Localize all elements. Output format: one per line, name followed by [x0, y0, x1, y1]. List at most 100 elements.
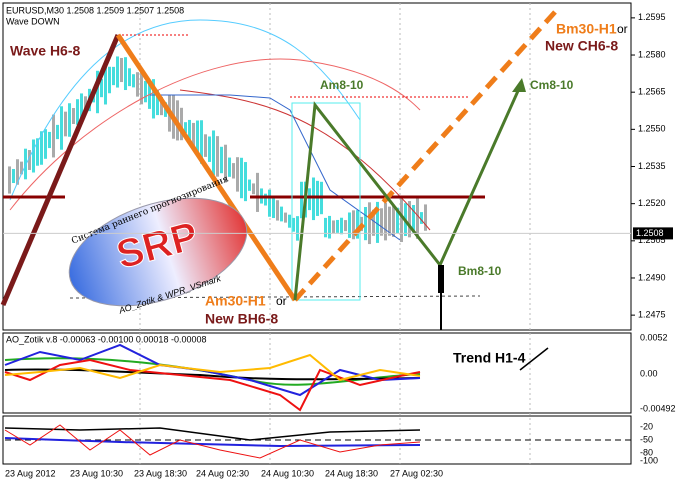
price-bar [28, 150, 31, 170]
current-price-label: 1.2508 [636, 228, 664, 238]
x-tick-label: 23 Aug 18:30 [134, 468, 187, 478]
price-bar [208, 136, 211, 162]
price-bar [116, 56, 119, 88]
price-bar [280, 206, 283, 222]
price-bar [300, 181, 303, 219]
price-bar [96, 70, 99, 114]
price-bar [256, 172, 259, 212]
price-bar [232, 163, 235, 179]
price-bar [296, 216, 299, 241]
price-bar [348, 212, 351, 238]
y-tick-label: 1.2595 [638, 12, 666, 22]
ao-lines [4, 343, 421, 412]
price-bar [16, 159, 19, 185]
price-bar [352, 210, 355, 240]
price-bar [180, 107, 183, 141]
price-bar [364, 207, 367, 241]
price-bar [200, 120, 203, 164]
price-bar [220, 146, 223, 174]
annotation: Bm8-10 [458, 264, 502, 278]
y-tick-label: 1.2520 [638, 198, 666, 208]
price-bar [288, 214, 291, 228]
annotation: New BH6-8 [205, 311, 278, 327]
price-bar [32, 139, 35, 173]
price-bar [384, 202, 387, 241]
price-bar [212, 130, 215, 176]
price-bar [408, 201, 411, 238]
price-bar [160, 96, 163, 116]
price-bar [204, 134, 207, 157]
price-bar [268, 189, 271, 217]
price-bar [84, 96, 87, 112]
x-tick-label: 23 Aug 2012 [5, 468, 56, 478]
symbol-line: EURUSD,M30 1.2508 1.2509 1.2507 1.2508 [6, 5, 184, 15]
annotation: or [617, 22, 628, 36]
price-bar [236, 157, 239, 192]
wpr-lines [4, 424, 631, 459]
price-bar [248, 179, 251, 191]
price-bar [252, 183, 255, 195]
price-bar [132, 74, 135, 88]
price-bar [424, 204, 427, 231]
price-bar [392, 204, 395, 237]
price-bar [356, 210, 359, 239]
price-bar [68, 103, 71, 137]
price-bar [244, 162, 247, 202]
price-bar [224, 144, 227, 183]
price-bar [420, 212, 423, 224]
price-bar [148, 81, 151, 109]
price-bar [136, 72, 139, 97]
x-tick-label: 24 Aug 10:30 [261, 468, 314, 478]
y-tick-label: 1.2580 [638, 49, 666, 59]
price-bar [312, 177, 315, 221]
ao-label: AO_Zotik v.8 -0.00063 -0.00100 0.00018 -… [6, 334, 206, 344]
price-bar [36, 138, 39, 166]
price-bar [216, 136, 219, 177]
price-bar [336, 219, 339, 233]
x-tick-label: 24 Aug 18:30 [325, 468, 378, 478]
price-bar [104, 63, 107, 105]
x-tick-label: 27 Aug 02:30 [390, 468, 443, 478]
price-bar [292, 217, 295, 232]
annotation: New CH6-8 [545, 38, 618, 54]
annotation: Wave H6-8 [10, 43, 81, 59]
price-bar [80, 93, 83, 123]
price-bar [308, 188, 311, 211]
ao-tick-label: 0.0052 [640, 332, 668, 342]
price-bar [72, 108, 75, 124]
price-bar [368, 202, 371, 245]
price-bar [108, 66, 111, 94]
price-bar [76, 99, 79, 125]
price-bar [140, 71, 143, 105]
price-bar [196, 120, 199, 157]
annotation: Trend H1-4 [453, 350, 526, 366]
price-bar [12, 168, 15, 184]
x-tick-label: 24 Aug 02:30 [196, 468, 249, 478]
price-bar [44, 129, 47, 159]
price-bar [228, 157, 231, 177]
price-bar [156, 89, 159, 116]
price-bar [388, 206, 391, 236]
price-bar [240, 157, 243, 199]
price-bar [52, 114, 55, 158]
price-bar [8, 166, 11, 194]
price-bar [188, 119, 191, 143]
price-bar [120, 57, 123, 83]
price-bar [24, 148, 27, 180]
price-bar [264, 193, 267, 206]
price-bar [412, 205, 415, 233]
y-tick-label: 1.2490 [638, 272, 666, 282]
price-bar [340, 217, 343, 235]
price-bar [100, 78, 103, 98]
price-bar [372, 209, 375, 236]
price-bar [124, 57, 127, 91]
x-tick-label: 23 Aug 10:30 [70, 468, 123, 478]
price-bar [276, 200, 279, 221]
price-bar [328, 215, 331, 239]
annotation: Cm8-10 [530, 78, 574, 92]
price-bar [284, 212, 287, 223]
annotation-lines [0, 10, 557, 371]
price-bar [332, 220, 335, 234]
price-bar [272, 195, 275, 219]
